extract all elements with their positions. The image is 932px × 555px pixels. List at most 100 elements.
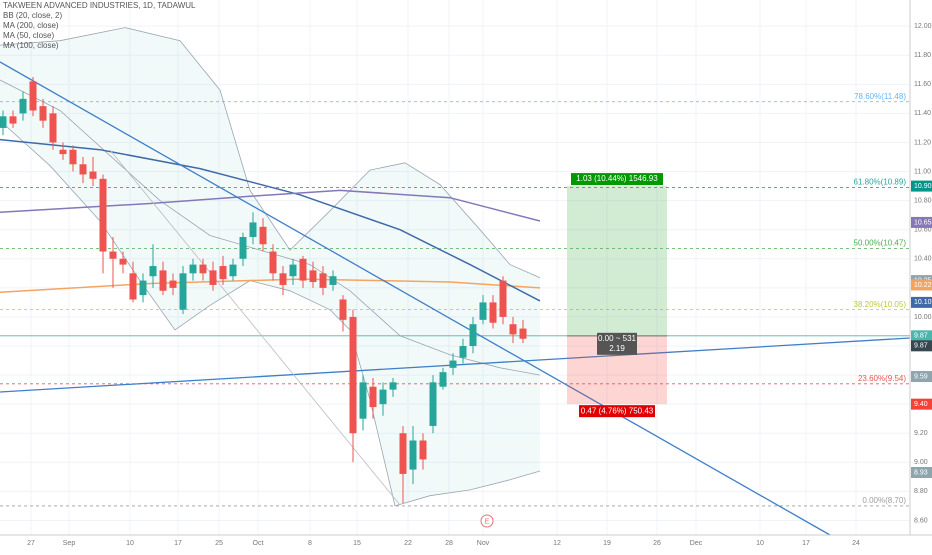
fib-label: 50.00%(10.47): [854, 239, 907, 248]
candle-body: [239, 236, 247, 259]
fib-label: 38.20%(10.05): [854, 300, 907, 309]
x-tick-label: 17: [802, 540, 810, 547]
candle-body: [109, 251, 117, 259]
x-tick-label: 12: [553, 540, 561, 547]
candle-body: [199, 264, 207, 274]
price-tag-label: 9.87: [914, 333, 928, 340]
candle-body: [159, 270, 167, 291]
x-tick-label: 28: [445, 540, 453, 547]
candle-body: [349, 316, 357, 434]
y-tick-label: 10.00: [914, 314, 932, 321]
candle-body: [259, 226, 267, 245]
x-tick-label: 27: [27, 540, 35, 547]
price-tag-label: 10.10: [914, 299, 932, 306]
candle-body: [39, 106, 47, 121]
candle-body: [129, 273, 137, 300]
x-tick-label: 22: [404, 540, 412, 547]
candle-body: [339, 299, 347, 320]
price-tag-label: 9.87: [914, 343, 928, 350]
candle-body: [359, 382, 367, 419]
x-tick-label: Sep: [63, 540, 76, 547]
candle-body: [29, 81, 37, 111]
x-tick-label: Dec: [690, 540, 703, 547]
candle-body: [249, 222, 257, 237]
price-tag: [911, 279, 932, 291]
candle-body: [9, 116, 17, 124]
profit-zone: [567, 186, 667, 336]
ratio-label: 2.19: [609, 344, 625, 353]
price-tag: [911, 216, 932, 228]
candle-body: [459, 346, 467, 358]
candle-body: [519, 328, 527, 339]
price-tag: [911, 398, 932, 410]
candle-body: [59, 149, 67, 155]
x-tick-label: 17: [174, 540, 182, 547]
x-tick-label: Oct: [253, 540, 264, 547]
candle-body: [299, 258, 307, 281]
candle-body: [0, 116, 7, 128]
candle-body: [209, 270, 217, 285]
ma-line: [0, 189, 541, 222]
price-tag-label: 9.40: [914, 401, 928, 408]
price-tag-label: 8.93: [914, 469, 928, 476]
candle-body: [389, 382, 397, 390]
candle-body: [509, 324, 517, 335]
legend-entry: MA (200, close): [3, 21, 59, 30]
fib-label: 0.00%(8.70): [862, 496, 906, 505]
price-tag: [911, 340, 932, 352]
candle-body: [329, 276, 337, 285]
y-tick-label: 12.00: [914, 23, 932, 30]
label-box: [579, 405, 655, 418]
grid: [0, 0, 910, 535]
y-tick-label: 8.60: [914, 517, 928, 524]
fib-label: 78.60%(11.48): [854, 92, 906, 101]
y-tick-label: 10.80: [914, 197, 932, 204]
fib-label: 61.80%(10.89): [854, 178, 907, 187]
center-label: 0.00 ~ 531: [598, 334, 637, 343]
x-tick-label: 10: [126, 540, 134, 547]
y-tick-label: 11.80: [914, 52, 931, 59]
candle-body: [89, 171, 97, 179]
y-tick-label: 11.40: [914, 110, 931, 117]
candle-body: [139, 280, 147, 296]
y-tick-label: 10.40: [914, 256, 932, 263]
legend-entry: MA (100, close): [3, 41, 59, 50]
x-tick-label: 19: [603, 540, 611, 547]
y-tick-label: 8.80: [914, 488, 928, 495]
candle-body: [99, 178, 107, 252]
legend-entry: BB (20, close, 2): [3, 11, 62, 20]
candle-body: [319, 273, 327, 288]
fib-label: 23.60%(9.54): [858, 374, 906, 383]
candle-body: [469, 324, 477, 347]
y-tick-label: 11.60: [914, 81, 931, 88]
candle-body: [369, 386, 377, 408]
price-tag: [911, 180, 932, 192]
label-box: [597, 332, 637, 355]
candle-body: [229, 264, 237, 277]
candle-body: [429, 382, 437, 426]
price-tag-label: 10.22: [914, 282, 932, 289]
legend-entry: MA (50, close): [3, 31, 54, 40]
x-tick-label: 24: [852, 540, 860, 547]
candle-body: [19, 98, 27, 114]
price-tag-label: 10.90: [914, 183, 932, 190]
event-marker: [480, 514, 494, 528]
candle-body: [499, 280, 507, 317]
x-tick-label: 26: [653, 540, 661, 547]
candle-body: [289, 264, 297, 277]
candle-body: [189, 264, 197, 274]
trend-line: [0, 61, 831, 536]
bb-line: [0, 120, 541, 507]
candle-body: [79, 164, 87, 175]
bb-line: [0, 27, 541, 279]
y-tick-label: 9.00: [914, 459, 928, 466]
label-box: [571, 173, 663, 186]
x-tick-label: 25: [215, 540, 223, 547]
candle-body: [69, 149, 77, 165]
candle-body: [399, 433, 407, 474]
candle-body: [419, 440, 427, 460]
chart-title: TAKWEEN ADVANCED INDUSTRIES, 1D, TADAWUL: [3, 1, 196, 10]
price-tag: [911, 296, 932, 308]
